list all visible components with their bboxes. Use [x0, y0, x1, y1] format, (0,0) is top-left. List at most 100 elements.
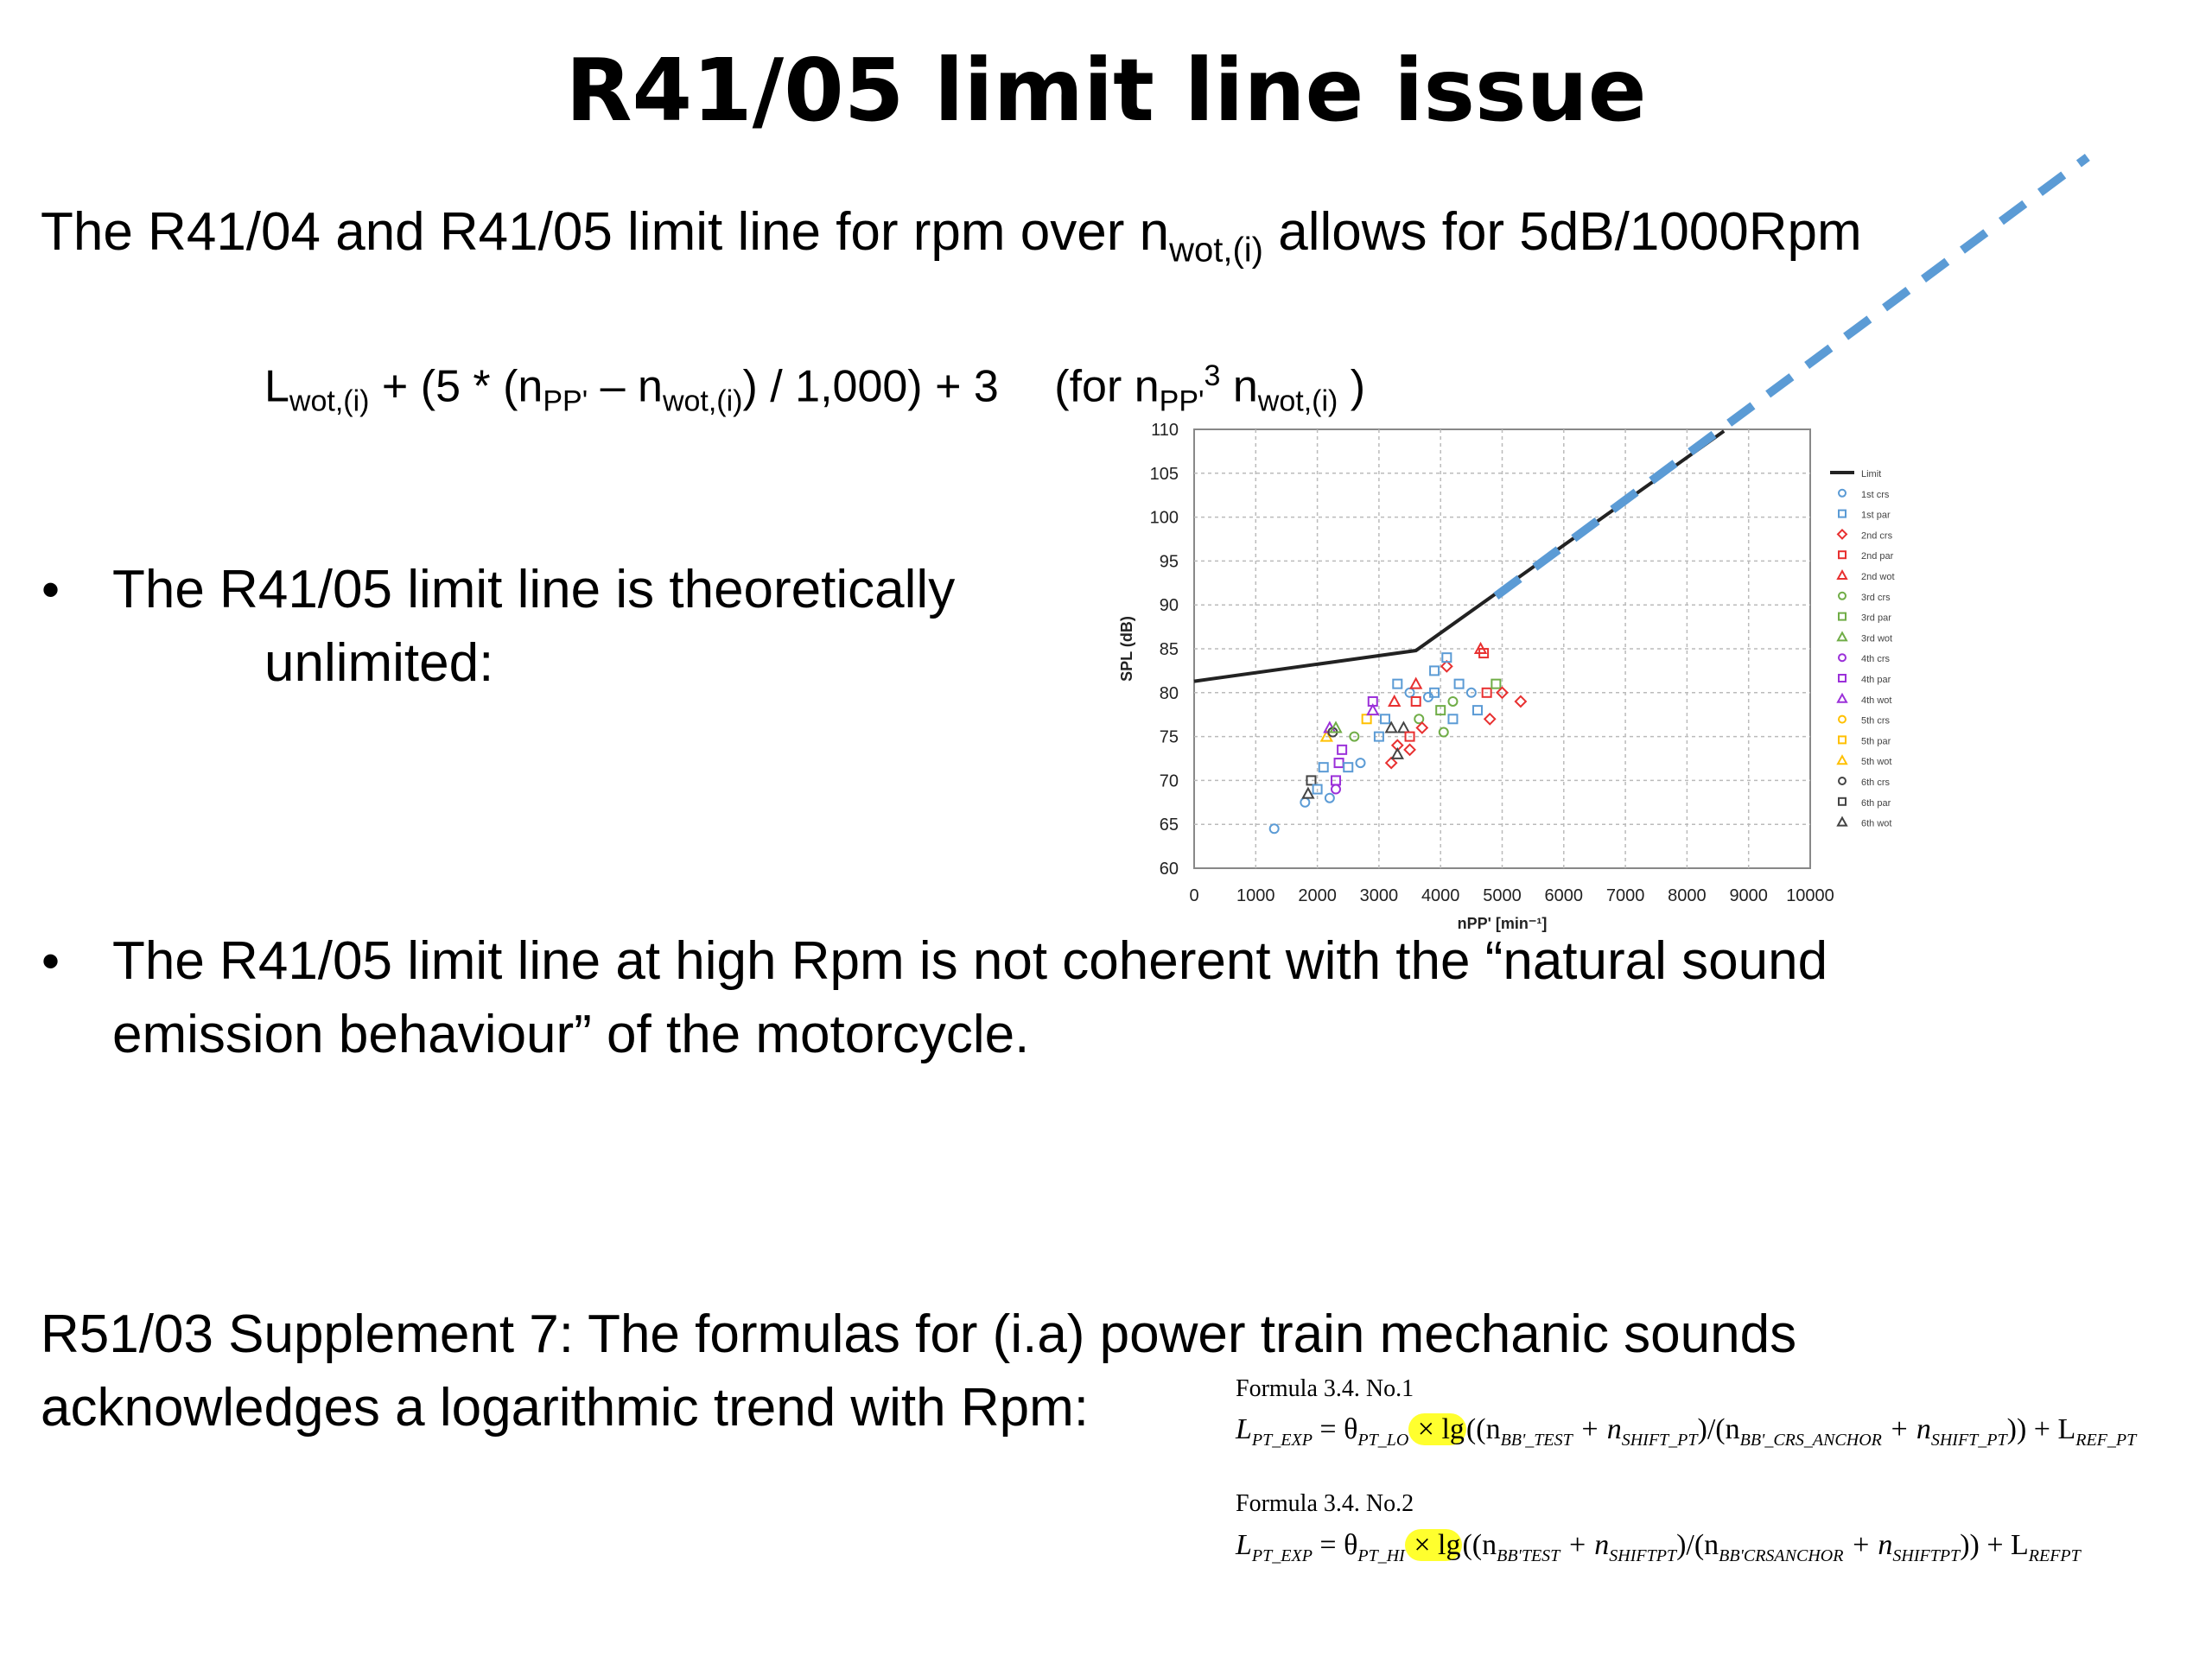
legend-label: 6th wot — [1861, 819, 1891, 829]
y-tick-label: 105 — [1150, 465, 1179, 484]
x-tick-label: 5000 — [1483, 886, 1522, 905]
f2-b-sub: SHIFTPT — [1609, 1546, 1677, 1565]
data-point — [1447, 695, 1459, 707]
data-point — [1300, 797, 1311, 808]
legend-marker — [1836, 568, 1848, 580]
data-point — [1415, 721, 1429, 734]
legend-marker — [1838, 550, 1847, 560]
legend-label: 2nd par — [1861, 551, 1894, 562]
data-point — [1403, 743, 1416, 757]
legend-marker — [1838, 674, 1847, 682]
x-tick-label: 7000 — [1606, 886, 1645, 905]
legend-marker — [1836, 631, 1848, 642]
formula-for-npp-sub: PP' — [1159, 384, 1205, 418]
f1-lhs: L — [1236, 1413, 1252, 1445]
data-point — [1435, 705, 1446, 716]
data-point — [1390, 746, 1404, 759]
data-point — [1429, 687, 1440, 698]
formula-2-name: Formula 3.4. No.2 — [1236, 1490, 1414, 1517]
formula-L-sub: wot,(i) — [289, 384, 370, 418]
data-point — [1465, 687, 1477, 698]
supplement-line1: R51/03 Supplement 7: The formulas for (i… — [41, 1304, 1797, 1364]
data-point — [1330, 775, 1341, 786]
data-point — [1373, 731, 1384, 742]
bullet-2-marker: • — [41, 932, 60, 990]
f2-lhs: L — [1236, 1529, 1252, 1561]
data-point — [1491, 678, 1502, 689]
f2-open: ((n — [1462, 1529, 1497, 1561]
legend-marker — [1838, 777, 1847, 785]
f2-e-sub: REFPT — [2028, 1546, 2081, 1565]
legend-label: 3rd par — [1861, 613, 1891, 624]
f1-d-sub: SHIFT_PT — [1930, 1430, 2007, 1450]
x-tick-label: 3000 — [1360, 886, 1399, 905]
legend-label: 3rd wot — [1861, 633, 1892, 644]
f1-theta-sub: PT_LO — [1357, 1430, 1409, 1450]
bullet-2-line1: The R41/05 limit line at high Rpm is not… — [112, 931, 1828, 991]
f1-plus1: + n — [1572, 1413, 1622, 1445]
y-tick-label: 80 — [1160, 684, 1179, 703]
data-point — [1404, 687, 1415, 698]
y-tick-label: 95 — [1160, 552, 1179, 571]
legend-label: 5th wot — [1861, 757, 1891, 767]
data-point — [1422, 691, 1433, 702]
data-point — [1324, 792, 1335, 803]
legend-marker — [1838, 653, 1847, 663]
legend-label: 4th par — [1861, 675, 1891, 685]
x-tick-label: 10000 — [1786, 886, 1834, 905]
f2-div: )/(n — [1676, 1529, 1719, 1561]
data-point — [1327, 727, 1338, 738]
data-point — [1355, 758, 1366, 769]
y-tick-label: 75 — [1160, 728, 1179, 747]
x-tick-label: 4000 — [1421, 886, 1460, 905]
y-tick-label: 85 — [1160, 640, 1179, 659]
legend-marker — [1838, 591, 1847, 600]
data-point — [1323, 720, 1337, 733]
legend-label: 2nd wot — [1861, 572, 1895, 582]
data-point — [1384, 720, 1398, 733]
legend-label: 5th par — [1861, 736, 1891, 746]
legend-label: Limit — [1861, 469, 1881, 479]
y-tick-label: 100 — [1150, 509, 1179, 528]
data-point — [1301, 786, 1315, 799]
bullet-1-marker: • — [41, 561, 60, 619]
data-point — [1349, 731, 1360, 742]
data-point — [1268, 823, 1280, 835]
data-point — [1388, 694, 1402, 707]
f2-eq: = θ — [1312, 1529, 1358, 1561]
formula-for-close: ) — [1338, 361, 1366, 412]
data-point — [1440, 659, 1453, 673]
data-point — [1396, 720, 1411, 733]
y-tick-label: 90 — [1160, 596, 1179, 615]
data-point — [1496, 686, 1509, 700]
formula-npp-sub: PP' — [543, 384, 588, 418]
limit-line — [1193, 429, 1726, 683]
legend-label: 4th crs — [1861, 654, 1891, 664]
legend-label: 6th crs — [1861, 778, 1891, 788]
x-tick-label: 9000 — [1729, 886, 1768, 905]
data-point — [1408, 676, 1423, 689]
f1-a-sub: BB'_TEST — [1500, 1430, 1573, 1450]
data-point — [1410, 695, 1421, 707]
data-point — [1471, 705, 1483, 716]
x-tick-label: 2000 — [1298, 886, 1337, 905]
data-point — [1329, 720, 1343, 733]
chart-axes: 0 1000 2000 3000 4000 5000 6000 7000 8000 9000 100… — [1118, 421, 1834, 932]
legend-marker — [1836, 816, 1848, 827]
legend-label: 1st crs — [1861, 490, 1890, 500]
legend-marker — [1836, 754, 1848, 765]
intro-prefix: The R41/04 and R41/05 limit line for rpm… — [41, 202, 1170, 262]
data-point — [1367, 695, 1378, 707]
legend-marker — [1838, 612, 1847, 621]
data-point — [1333, 758, 1344, 769]
formula-minus-n: – n — [588, 361, 663, 412]
formula-for-n: n — [1220, 361, 1258, 412]
y-axis-label: SPL (dB) — [1118, 616, 1135, 682]
f1-plus2: + n — [1881, 1413, 1931, 1445]
f1-lhs-sub: PT_EXP — [1251, 1430, 1313, 1450]
legend-marker — [1838, 735, 1847, 745]
data-point — [1392, 678, 1403, 689]
legend-label: 2nd crs — [1861, 530, 1893, 541]
data-point — [1337, 744, 1348, 755]
formula-L: L — [264, 361, 289, 412]
